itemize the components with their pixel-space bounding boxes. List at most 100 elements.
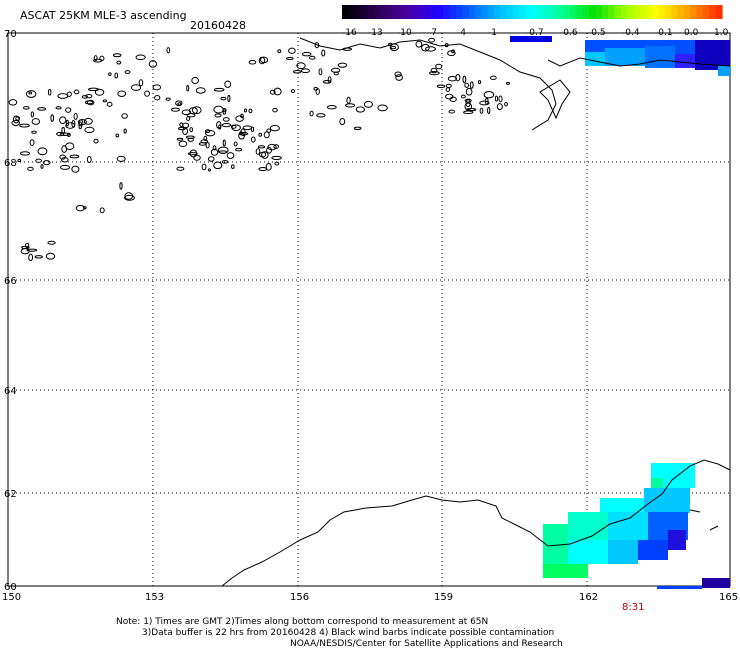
lake-outline <box>339 117 346 126</box>
lake-outline <box>34 255 43 259</box>
lake-outline <box>483 91 495 99</box>
lake-outline <box>83 117 93 125</box>
lake-outline <box>394 71 402 78</box>
lake-outline <box>135 54 146 61</box>
lake-outline <box>363 100 374 108</box>
lake-outline <box>494 95 499 102</box>
colorbar-segment <box>405 5 413 19</box>
lake-outline <box>250 136 256 143</box>
lake-outline <box>415 40 423 48</box>
lake-outline <box>124 194 135 201</box>
lake-outline <box>201 163 207 171</box>
lake-outline <box>504 101 508 107</box>
lake-outline <box>265 163 272 171</box>
lake-outline <box>205 129 216 137</box>
colorbar-segment <box>487 5 495 19</box>
lake-outline <box>205 141 210 149</box>
lake-outline <box>318 68 323 76</box>
lake-outline <box>346 96 351 104</box>
lake-outline <box>389 43 399 52</box>
lake-outline <box>185 135 195 139</box>
lake-outline <box>119 182 123 190</box>
lake-outline <box>81 95 88 99</box>
lake-outline <box>288 47 296 54</box>
lake-outline <box>322 79 332 84</box>
colorbar-segment <box>652 5 660 19</box>
colorbar-tick-label: -4 <box>457 28 466 38</box>
lake-outline <box>444 43 449 48</box>
note-line-1: Note: 1) Times are GMT 2)Times along bot… <box>116 617 489 627</box>
lake-outline <box>257 145 266 149</box>
lake-outline <box>277 49 282 54</box>
colorbar-tick-label: -0.5 <box>588 28 606 38</box>
lake-outline <box>243 108 248 113</box>
lake-outline <box>445 93 454 100</box>
lake-outline <box>27 166 34 171</box>
lake-outline <box>230 164 235 169</box>
colorbar-segment <box>570 5 577 19</box>
lake-outline <box>178 140 188 148</box>
lake-outline <box>148 60 158 68</box>
lake-outline <box>93 55 98 62</box>
colorbar-segment <box>684 5 691 19</box>
lake-outline <box>186 116 191 121</box>
colorbar-segment <box>456 5 463 19</box>
lake-outline <box>37 107 47 111</box>
lake-outline <box>210 148 219 156</box>
lon-label-150: 150 <box>2 592 21 603</box>
lake-outline <box>25 90 37 98</box>
lake-outline <box>314 42 320 49</box>
lake-outline <box>69 154 80 159</box>
lake-outline <box>220 96 227 101</box>
lake-outline <box>263 131 270 139</box>
colorbar-segment <box>595 5 603 19</box>
lake-outline <box>428 37 435 43</box>
lake-outline <box>258 132 263 137</box>
lake-outline <box>353 126 362 130</box>
lake-outline <box>28 91 33 95</box>
lake-outline <box>99 207 105 214</box>
lake-outline <box>248 108 253 114</box>
lake-outline <box>93 58 103 63</box>
lake-outline <box>272 107 278 113</box>
lake-outline <box>50 114 55 122</box>
colorbar-segment <box>380 5 387 19</box>
lake-outline <box>166 47 171 54</box>
lat-label-68: 68 <box>4 158 17 169</box>
lakes <box>8 37 510 262</box>
lake-outline <box>175 100 183 107</box>
lake-outline <box>316 113 326 118</box>
lake-outline <box>177 126 186 131</box>
colorbar-segment <box>342 5 349 19</box>
lake-outline <box>56 131 65 137</box>
lake-outline <box>31 130 37 134</box>
colorbar-segment <box>475 5 482 19</box>
lake-outline <box>25 242 30 249</box>
lake-outline <box>479 107 484 114</box>
lake-outline <box>59 116 67 124</box>
lat-label-62: 62 <box>4 489 17 500</box>
lake-outline <box>19 151 31 156</box>
lake-outline <box>37 147 48 156</box>
lake-outline <box>435 63 443 70</box>
colorbar-segment <box>696 5 704 19</box>
lake-outline <box>330 67 341 73</box>
colorbar-segment <box>589 5 596 19</box>
lake-outline <box>47 88 52 96</box>
lake-outline <box>238 132 249 136</box>
lake-outline <box>191 76 199 84</box>
lake-outline <box>152 84 162 91</box>
colorbar-segment <box>665 5 672 19</box>
colorbar-segment <box>557 5 565 19</box>
lake-outline <box>61 126 65 135</box>
lake-outline <box>94 88 105 96</box>
lake-outline <box>227 94 231 103</box>
lon-label-159: 159 <box>434 592 453 603</box>
lake-outline <box>309 110 314 117</box>
colorbar-segment <box>418 5 425 19</box>
lake-outline <box>84 126 95 134</box>
lake-outline <box>61 145 68 153</box>
lake-outline <box>505 81 510 85</box>
lake-outline <box>198 142 207 146</box>
lake-outline <box>226 152 235 159</box>
